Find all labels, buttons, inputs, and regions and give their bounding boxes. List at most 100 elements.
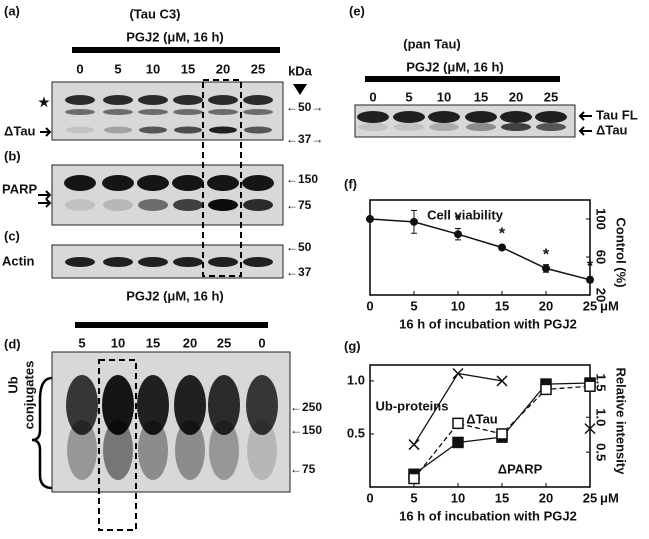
point [584, 380, 596, 392]
band-label: ΔTau [596, 122, 628, 137]
band [138, 257, 168, 267]
lane-label: 5 [405, 89, 412, 104]
treatment: PGJ2 (μM, 16 h) [406, 59, 504, 74]
x-tick-label: 10 [451, 298, 465, 313]
band [65, 95, 95, 105]
band [103, 95, 133, 105]
lane-label: 0 [76, 61, 83, 76]
band [465, 111, 497, 123]
y-tick-label: 20 [594, 288, 609, 302]
y-tick-label: 0.5 [594, 443, 609, 461]
band [394, 123, 424, 131]
band [174, 375, 206, 435]
lane-label: 20 [216, 61, 230, 76]
treatment-bar [75, 322, 268, 328]
panel-label: (f) [344, 176, 357, 191]
point [496, 375, 508, 387]
plot-frame [369, 199, 591, 296]
point [452, 417, 464, 430]
series-label: ΔPARP [498, 461, 543, 476]
antibody: (pan Tau) [403, 36, 461, 51]
band [139, 126, 167, 134]
mw-marker: ←50→ [286, 100, 323, 114]
band [137, 175, 169, 191]
point [586, 275, 594, 284]
band [138, 199, 168, 211]
x-tick-label: 0 [366, 490, 373, 505]
lane-label: 20 [509, 89, 523, 104]
band [207, 175, 239, 191]
treatment: PGJ2 (μM, 16 h) [126, 288, 224, 303]
x-tick-label: 15 [495, 298, 509, 313]
highlight-box [98, 359, 137, 531]
y-tick-label: 100 [594, 208, 609, 230]
lane-label: 15 [146, 335, 160, 350]
arrow [38, 190, 52, 208]
lane-label: 10 [146, 61, 160, 76]
chart-title: Cell viability [427, 207, 504, 222]
band [500, 111, 532, 123]
band [103, 109, 133, 115]
charts: 0 5 10 15 20 25 μM 16 h of incubation with PGJ2… [347, 199, 629, 523]
band [174, 126, 202, 134]
band [208, 257, 238, 267]
lane-label: 20 [183, 335, 197, 350]
band [66, 126, 94, 134]
band [208, 375, 240, 435]
panel-label: (a) [4, 3, 20, 18]
mw-marker: ←250 [290, 400, 322, 414]
band [173, 257, 203, 267]
point [452, 367, 464, 380]
band [172, 175, 204, 191]
band [208, 199, 238, 211]
band [173, 109, 203, 115]
band [65, 257, 95, 267]
band [243, 199, 273, 211]
y2-axis-label: Relative intensity [614, 368, 629, 476]
lane-label: 25 [251, 61, 265, 76]
point [410, 217, 418, 226]
point [454, 230, 462, 239]
band [66, 375, 98, 435]
band [138, 95, 168, 105]
point [498, 243, 506, 252]
band [64, 175, 96, 191]
band [138, 109, 168, 115]
panel-label: (g) [344, 338, 361, 353]
y-tick-label: 1.5 [594, 373, 609, 391]
band [103, 420, 133, 480]
point [408, 472, 420, 485]
protein-label: PARP [2, 181, 37, 196]
band [208, 95, 238, 105]
point [408, 439, 420, 451]
antibody: (Tau C3) [129, 6, 180, 21]
x-tick-label: 10 [451, 490, 465, 505]
mw-marker: ←150 [290, 423, 322, 437]
band [428, 111, 460, 123]
plot-frame [369, 364, 591, 488]
y-tick-label: 1.0 [347, 372, 365, 387]
x-tick-label: 5 [410, 298, 417, 313]
band [243, 257, 273, 267]
x-tick-label: 25 [583, 490, 597, 505]
lane-label: 25 [217, 335, 231, 350]
panel-label: (c) [4, 228, 20, 243]
band [242, 175, 274, 191]
series-label: ΔTau [466, 411, 498, 426]
protein-label: conjugates [21, 361, 36, 430]
panel-label: (e) [349, 3, 365, 18]
band [358, 123, 388, 131]
unit: kDa [288, 63, 313, 78]
band [357, 111, 389, 123]
x-axis-label: 16 h of incubation with PGJ2 [399, 508, 577, 523]
band [138, 420, 168, 480]
band [393, 111, 425, 123]
band [175, 420, 205, 480]
protein-label: Actin [2, 253, 35, 268]
band-label: ΔTau [4, 123, 36, 138]
mw-marker: ←75 [290, 462, 316, 476]
mw-marker: ←50 [286, 240, 312, 254]
band [429, 123, 459, 131]
x-unit: μM [600, 490, 619, 505]
